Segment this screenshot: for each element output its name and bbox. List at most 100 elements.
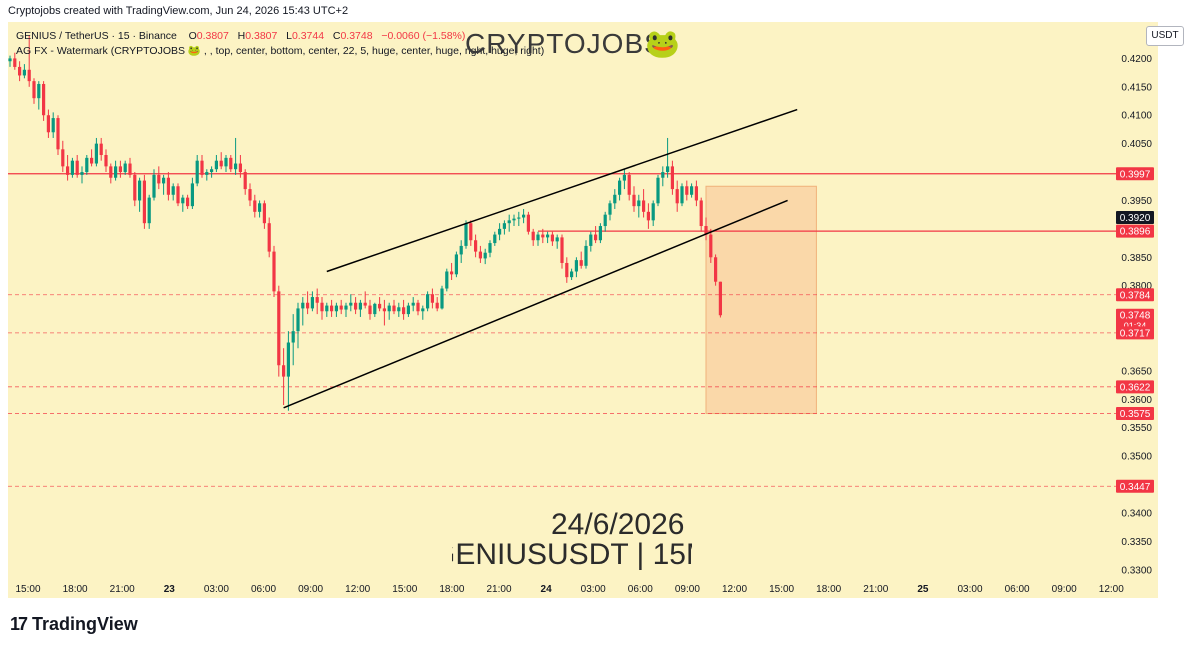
candle-body-53 <box>262 203 266 224</box>
x-tick-label-23: 12:00 <box>1099 584 1124 595</box>
candle-64 <box>315 288 319 315</box>
candle-17 <box>90 149 94 167</box>
candle-body-92 <box>450 271 454 275</box>
candle-83 <box>406 302 410 317</box>
candle-body-27 <box>138 180 142 201</box>
candle-body-38 <box>190 183 194 207</box>
y-tick-label-7: 0.3650 <box>1121 366 1152 377</box>
candle-29 <box>147 194 151 229</box>
price-label-box-2 <box>1116 224 1154 238</box>
candle-75 <box>368 299 372 320</box>
candle-146 <box>709 228 713 263</box>
candle-87 <box>426 291 430 312</box>
candle-10 <box>56 115 60 156</box>
candle-103 <box>502 220 506 235</box>
candle-94 <box>459 240 463 263</box>
candle-body-105 <box>512 218 516 221</box>
tradingview-logo[interactable]: 17 TradingView <box>10 614 138 635</box>
candle-body-103 <box>502 223 506 229</box>
candle-body-73 <box>358 302 362 310</box>
candle-139 <box>675 180 679 212</box>
candle-body-131 <box>637 200 641 207</box>
candle-137 <box>666 137 670 178</box>
candle-body-60 <box>296 308 300 332</box>
candle-body-106 <box>517 217 521 219</box>
candle-31 <box>157 166 161 190</box>
candle-55 <box>272 245 276 298</box>
candle-105 <box>512 214 516 227</box>
candle-body-72 <box>354 302 358 310</box>
candle-58 <box>286 331 290 411</box>
open-label: O <box>188 30 197 42</box>
candle-body-16 <box>85 157 89 173</box>
close-label: C <box>332 30 341 42</box>
indicator-legend[interactable]: AG FX - Watermark (CRYPTOJOBS 🐸 , , top,… <box>16 45 545 57</box>
candle-27 <box>138 177 142 212</box>
price-label-text-1: 0.3920 <box>1120 213 1151 224</box>
candle-45 <box>224 155 228 173</box>
target-zone <box>705 185 817 415</box>
candle-body-69 <box>339 305 343 310</box>
price-chart[interactable]: 0.4200 0.4150 0.4100 0.4050 0.3950 0.3850 0.38… <box>8 22 1158 598</box>
price-label-2: 0.3896 <box>1116 224 1154 238</box>
candle-18 <box>94 137 98 167</box>
candle-body-107 <box>522 214 526 218</box>
tradingview-logo-icon: 17 <box>10 614 28 634</box>
candle-body-71 <box>349 302 353 306</box>
candle-body-98 <box>478 251 482 259</box>
candle-body-79 <box>387 305 391 312</box>
candle-23 <box>118 160 122 178</box>
chart-area[interactable]: 0.4200 0.4150 0.4100 0.4050 0.3950 0.3850 0.38… <box>8 22 1158 598</box>
candle-0 <box>8 55 12 67</box>
candle-body-90 <box>440 288 444 309</box>
candle-body-88 <box>430 294 434 303</box>
candle-body-15 <box>80 172 84 175</box>
candle-52 <box>258 200 262 218</box>
candle-body-66 <box>325 305 329 312</box>
candle-117 <box>570 268 574 281</box>
candle-body-119 <box>579 260 583 266</box>
x-tick-label-5: 06:00 <box>251 584 276 595</box>
candle-body-102 <box>498 228 502 235</box>
candle-body-65 <box>320 302 324 312</box>
candle-126 <box>613 189 617 209</box>
price-label-3: 0.3784 <box>1116 288 1154 302</box>
candle-body-51 <box>253 200 257 212</box>
candle-46 <box>229 155 233 173</box>
price-label-box-8 <box>1116 479 1154 493</box>
candle-97 <box>474 234 478 258</box>
candle-body-9 <box>51 118 55 133</box>
candle-134 <box>651 200 655 227</box>
candle-body-25 <box>128 163 132 175</box>
candle-81 <box>397 302 401 317</box>
x-tick-label-9: 18:00 <box>439 584 464 595</box>
candle-body-3 <box>22 69 26 76</box>
candle-body-49 <box>243 172 247 190</box>
candle-24 <box>123 160 127 175</box>
candle-22 <box>114 160 118 181</box>
candle-body-110 <box>536 234 540 241</box>
candle-30 <box>152 169 156 201</box>
candle-body-129 <box>627 174 631 195</box>
candle-body-117 <box>570 271 574 278</box>
countdown-label: 01:34 <box>1124 321 1147 331</box>
candle-73 <box>358 299 362 317</box>
candle-143 <box>694 180 698 207</box>
candle-body-124 <box>603 214 607 227</box>
candle-body-111 <box>541 234 545 238</box>
candle-47 <box>234 137 238 175</box>
candle-body-123 <box>598 226 602 241</box>
candle-127 <box>618 177 622 201</box>
candle-body-74 <box>363 302 367 306</box>
chart-credit: Cryptojobs created with TradingView.com,… <box>0 0 1199 22</box>
channel-trendline-0 <box>326 108 798 273</box>
candle-3 <box>22 64 26 79</box>
currency-badge[interactable]: USDT <box>1146 26 1184 46</box>
candle-body-12 <box>66 166 70 175</box>
candle-11 <box>61 140 65 173</box>
candle-body-140 <box>680 186 684 204</box>
candle-body-23 <box>118 166 122 173</box>
candle-body-94 <box>459 245 463 255</box>
candle-body-138 <box>670 166 674 190</box>
candle-body-87 <box>426 294 430 309</box>
